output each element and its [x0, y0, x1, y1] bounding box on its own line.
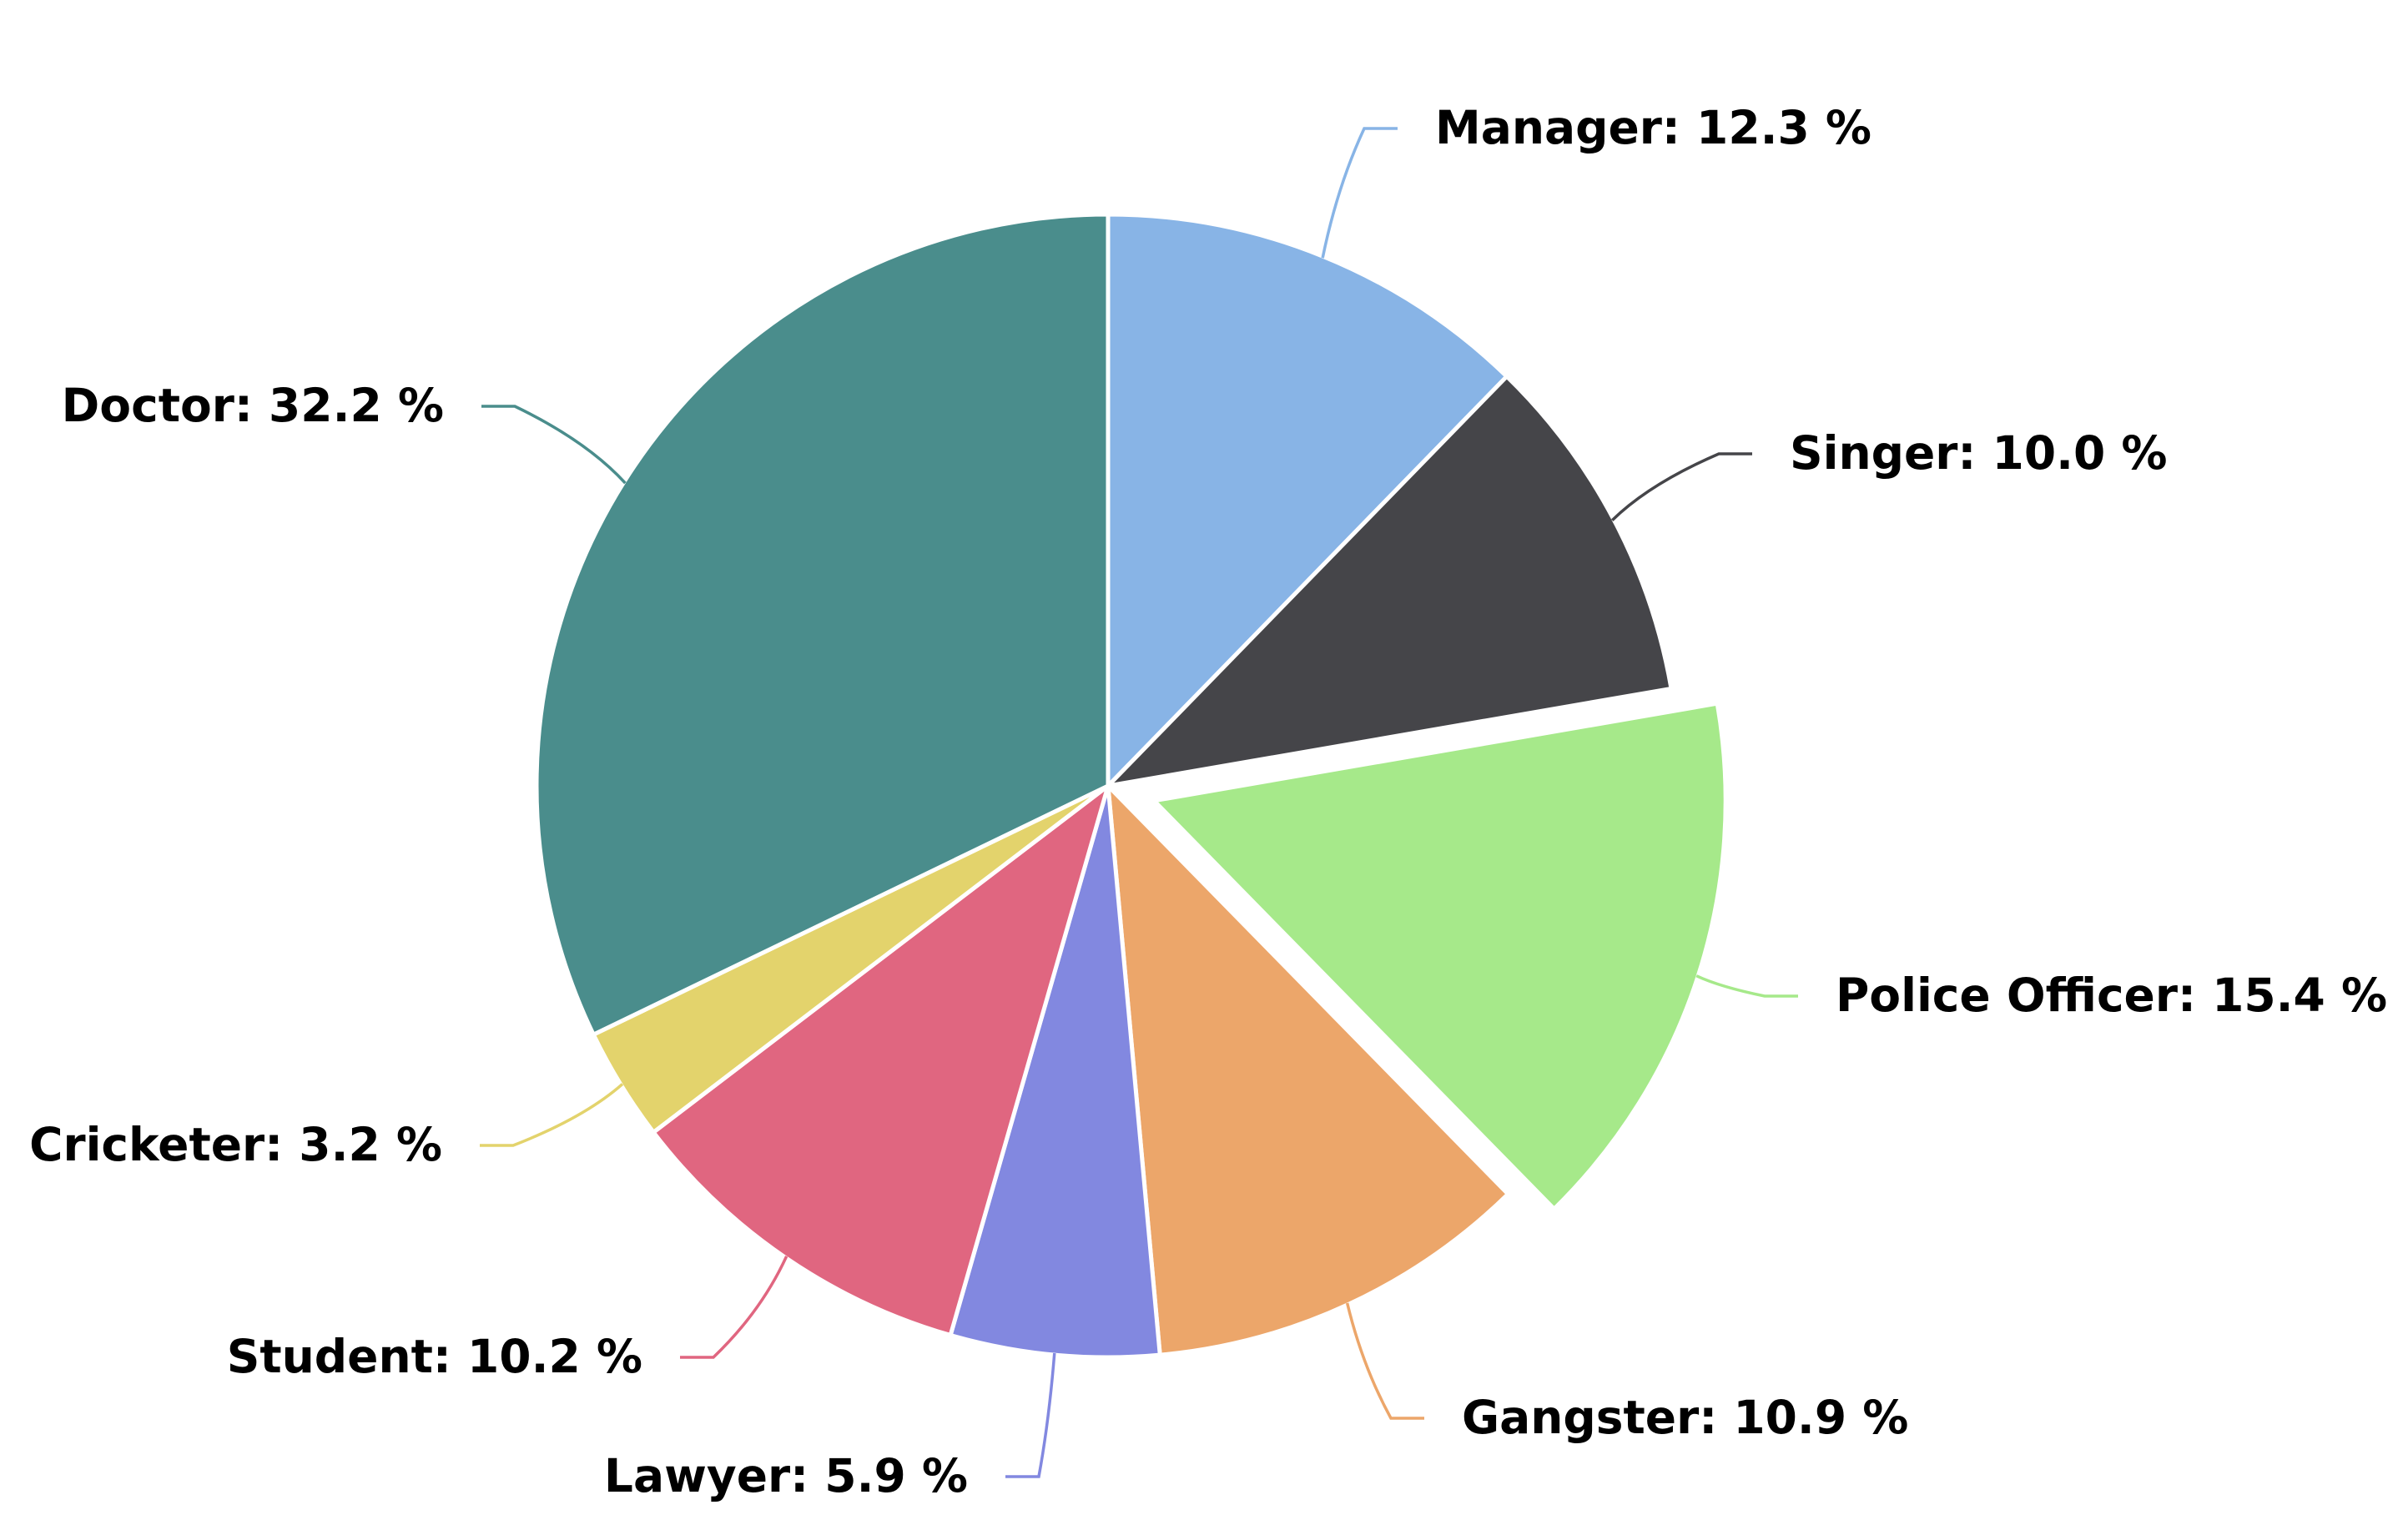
data-label-lawyer: Lawyer: 5.9 % — [604, 1449, 968, 1502]
connector-singer — [1611, 452, 1752, 521]
data-label-gangster: Gangster: 10.9 % — [1462, 1391, 1908, 1444]
connector-student — [680, 1256, 788, 1359]
data-label-student: Student: 10.2 % — [227, 1330, 642, 1383]
connector-gangster — [1345, 1302, 1424, 1420]
connector-cricketer — [480, 1083, 624, 1147]
data-label-singer: Singer: 10.0 % — [1790, 426, 2168, 480]
data-label-doctor: Doctor: 32.2 % — [62, 379, 444, 432]
slices-layer — [534, 212, 1728, 1360]
data-label-manager: Manager: 12.3 % — [1435, 101, 1871, 154]
connector-police-officer — [1695, 974, 1798, 998]
connector-lawyer — [1005, 1352, 1056, 1478]
data-label-cricketer: Cricketer: 3.2 % — [29, 1118, 442, 1171]
connector-manager — [1321, 127, 1398, 259]
connectors-layer — [480, 127, 1798, 1478]
labels-layer: Manager: 12.3 % Singer: 10.0 % Police Offi… — [29, 101, 2387, 1502]
connector-doctor — [481, 405, 627, 485]
data-label-police-officer: Police Officer: 15.4 % — [1836, 969, 2387, 1022]
